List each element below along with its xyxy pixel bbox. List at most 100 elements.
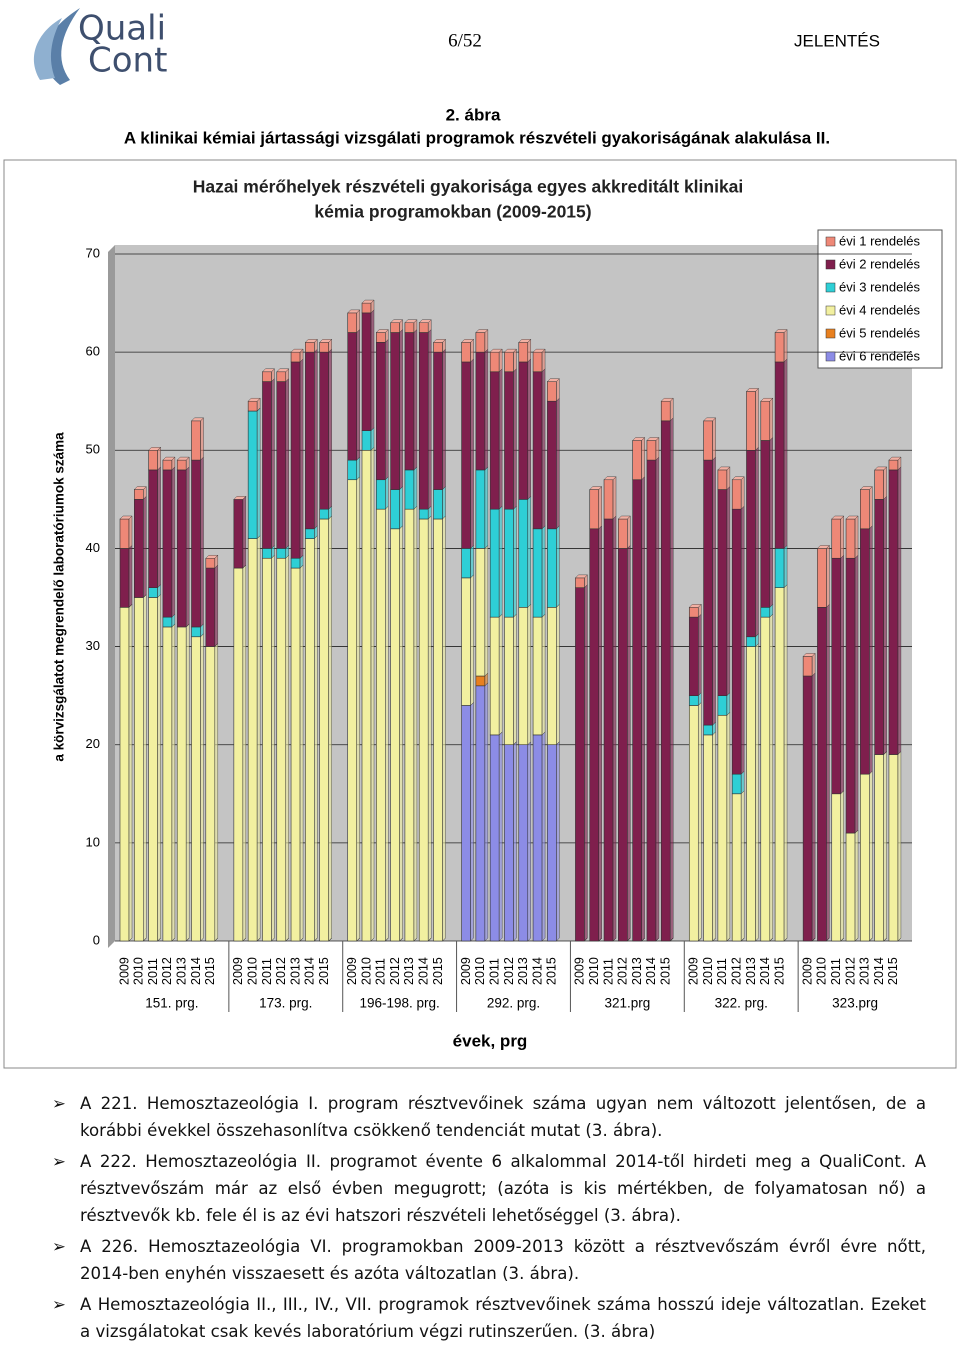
x-tick-label: 2014: [303, 957, 317, 985]
bar-segment-side: [428, 515, 432, 942]
x-tick-label: 2009: [800, 957, 814, 985]
y-tick-label: 40: [86, 540, 100, 555]
plot-side-wall: [108, 245, 115, 948]
logo-swoosh: [33, 18, 62, 80]
bar-segment-side: [811, 672, 816, 942]
bar-segment: [433, 351, 443, 490]
bar-segment-side: [755, 387, 759, 451]
bar-segment: [305, 528, 315, 539]
bar-segment-side: [513, 505, 517, 618]
bar-top: [874, 466, 888, 471]
bar-segment-side: [385, 505, 389, 942]
bar-segment: [176, 626, 187, 942]
bar-segment: [646, 459, 657, 942]
bar-segment-side: [854, 554, 859, 834]
bar-segment-side: [299, 564, 304, 942]
bar-segment: [376, 332, 386, 343]
bar-segment: [874, 754, 884, 942]
x-tick-label: 2009: [117, 957, 131, 985]
bar-segment: [547, 744, 557, 942]
bar-segment: [504, 371, 514, 510]
x-tick-label: 2015: [886, 957, 900, 985]
bar-top: [688, 604, 702, 608]
bar-segment: [603, 518, 614, 942]
bar-segment-side: [356, 476, 360, 942]
bar-segment: [433, 518, 443, 942]
bar-segment-side: [442, 486, 446, 520]
bar-segment: [347, 459, 358, 481]
bar-segment-side: [598, 525, 602, 942]
x-tick-label: 2013: [630, 957, 644, 985]
bar-segment: [774, 587, 785, 942]
bar-segment-side: [740, 476, 745, 510]
bar-segment: [461, 342, 471, 363]
bar-top: [717, 466, 731, 471]
x-tick-label: 2015: [431, 957, 445, 985]
bar-segment: [162, 626, 173, 942]
bar-segment-side: [840, 554, 844, 795]
bar-segment-side: [556, 378, 560, 402]
bar-segment: [504, 744, 514, 942]
bar-segment: [845, 518, 856, 559]
bar-segment: [547, 607, 557, 746]
bar-segment-side: [256, 535, 261, 942]
bar-segment-side: [527, 603, 531, 746]
x-tick-label: 2010: [587, 957, 601, 985]
bar-top: [461, 339, 475, 343]
bar-segment: [319, 518, 329, 942]
bar-top: [119, 515, 133, 520]
bar-segment: [831, 793, 842, 942]
x-tick-label: 2010: [701, 957, 715, 985]
bar-segment-side: [285, 554, 289, 942]
bar-top: [831, 515, 845, 520]
bar-top: [404, 319, 418, 323]
bar-segment-side: [883, 495, 887, 756]
bar-segment-side: [470, 574, 474, 706]
bar-segment-side: [556, 603, 560, 746]
bar-segment: [618, 548, 628, 942]
bar-segment-side: [185, 623, 190, 942]
bar-segment-side: [556, 525, 560, 608]
bar-segment: [461, 577, 471, 706]
bar-segment: [475, 675, 486, 687]
bar-top: [589, 486, 603, 490]
bar-segment: [703, 420, 713, 461]
bar-segment-side: [755, 446, 759, 638]
bar-segment-side: [513, 613, 517, 746]
bar-segment: [134, 499, 144, 598]
x-tick-label: 2010: [815, 957, 829, 985]
bar-segment: [191, 636, 201, 942]
bar-segment: [660, 400, 671, 422]
bar-segment: [119, 607, 130, 942]
bar-segment-side: [242, 564, 247, 942]
y-tick-label: 60: [86, 344, 100, 359]
bar-segment-side: [897, 466, 902, 756]
bar-segment: [746, 646, 756, 942]
bar-segment: [746, 391, 756, 451]
bar-segment-side: [470, 358, 474, 549]
bar-segment: [418, 332, 429, 510]
bar-segment: [276, 371, 287, 382]
bar-segment-side: [200, 456, 204, 628]
bar-segment: [475, 685, 486, 942]
bar-top: [247, 398, 261, 402]
bar-segment-side: [385, 476, 389, 510]
bar-segment-side: [641, 476, 645, 942]
bar-segment: [717, 714, 728, 942]
bar-segment: [119, 548, 130, 608]
bar-segment: [774, 332, 785, 363]
bar-segment: [404, 469, 415, 510]
bar-segment: [703, 734, 713, 942]
bar-top: [347, 309, 361, 314]
x-tick-label: 2012: [274, 957, 288, 985]
bar-segment: [176, 459, 187, 471]
bar-segment: [276, 557, 287, 942]
bar-segment-side: [869, 525, 873, 775]
bar-top: [191, 417, 204, 422]
x-tick-label: 2012: [843, 957, 857, 985]
bar-segment-side: [598, 486, 602, 530]
bar-segment-side: [143, 495, 147, 598]
bar-segment-side: [157, 446, 161, 471]
bar-segment-side: [484, 329, 489, 353]
bar-top: [375, 329, 389, 333]
